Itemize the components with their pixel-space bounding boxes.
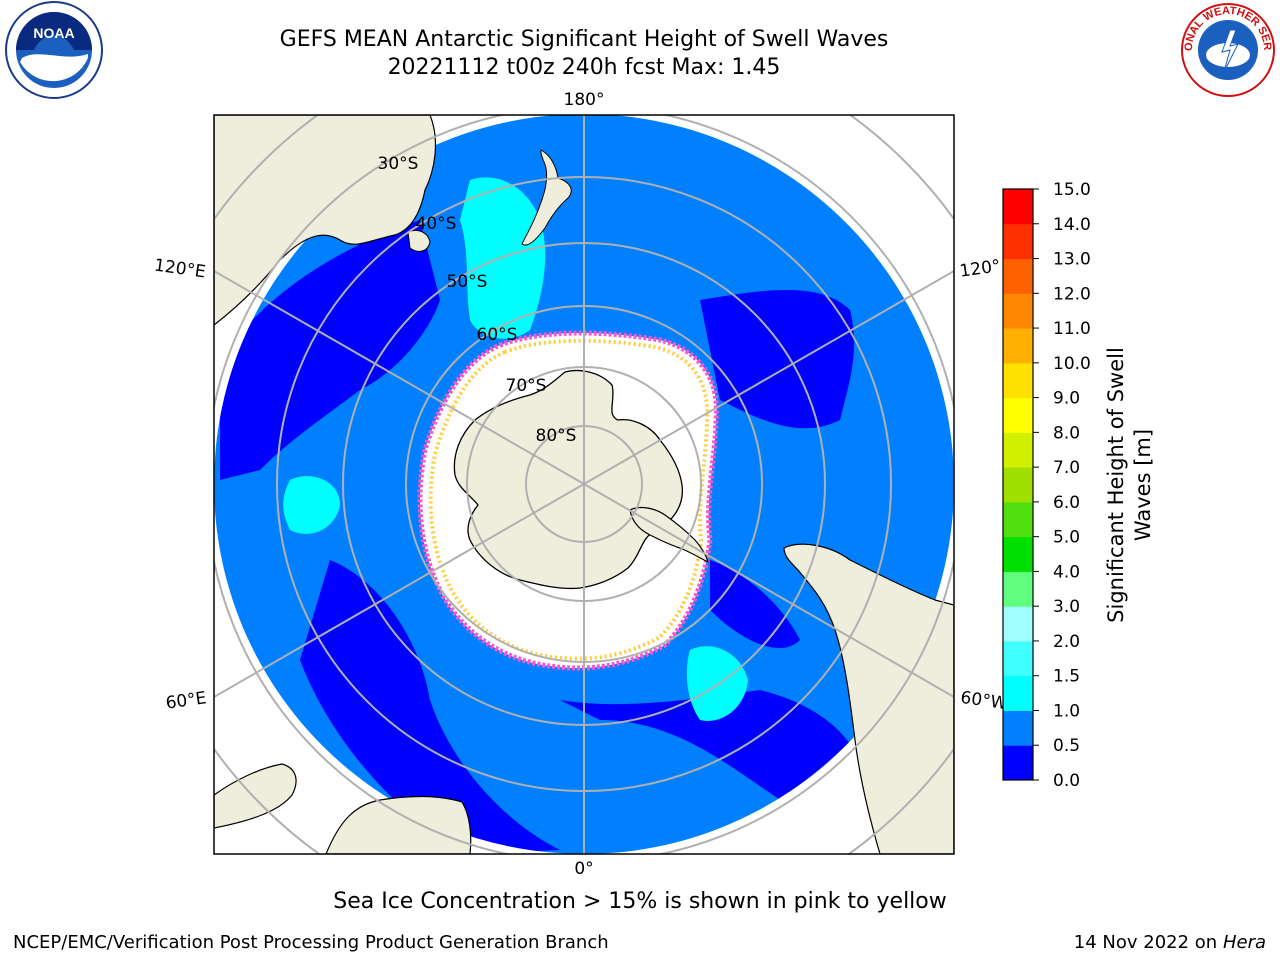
colorbar-tick-label: 15.0	[1053, 180, 1091, 200]
meridian-120e-60w	[214, 270, 585, 485]
lat-label-60s: 60°S	[477, 325, 518, 345]
colorbar-tick-label: 1.0	[1053, 701, 1080, 721]
colorbar-tick-label: 0.0	[1053, 771, 1080, 791]
sea-ice-edge-yellow	[428, 338, 710, 661]
colorbar-segment	[1003, 640, 1033, 677]
swell-patch-cyan-2	[283, 476, 340, 534]
colorbar-segment	[1003, 501, 1033, 538]
land-south-america	[783, 543, 954, 854]
credit-branch: NCEP/EMC/Verification Post Processing Pr…	[13, 932, 609, 953]
title-line1: GEFS MEAN Antarctic Significant Height o…	[279, 27, 889, 52]
colorbar-segment	[1003, 710, 1033, 746]
colorbar-segment	[1003, 258, 1033, 294]
low-swell-region-south	[560, 690, 860, 820]
lat-label-50s: 50°S	[447, 272, 488, 292]
land-tasmania	[407, 229, 431, 252]
colorbar-segments	[1003, 189, 1033, 781]
noaa-logo: NOAA	[4, 0, 104, 100]
land-madagascar	[214, 763, 297, 829]
lat-label-70s: 70°S	[506, 376, 547, 396]
sea-ice-edge-pink	[417, 330, 719, 671]
lat-label-40s: 40°S	[416, 214, 457, 234]
colorbar-segment	[1003, 293, 1033, 329]
credit-date: 14 Nov 2022 on Hera	[1074, 932, 1266, 953]
colorbar-tick-label: 8.0	[1053, 423, 1080, 443]
low-swell-region-west	[220, 220, 440, 480]
noaa-logo-text: NOAA	[33, 25, 74, 41]
colorbar-segment	[1003, 223, 1033, 260]
colorbar-segment	[1003, 536, 1033, 572]
lat-label-80s: 80°S	[536, 426, 577, 446]
colorbar-tick-label: 13.0	[1053, 250, 1091, 270]
colorbar-segment	[1003, 675, 1033, 711]
colorbar-label-line1: Significant Height of Swell	[1104, 347, 1128, 623]
colorbar-tick-label: 1.5	[1053, 667, 1080, 687]
colorbar-tick-label: 0.5	[1053, 736, 1080, 756]
sea-ice-note: Sea Ice Concentration > 15% is shown in …	[333, 889, 947, 914]
colorbar-label-line2: Waves [m]	[1131, 429, 1155, 541]
colorbar-tick-label: 4.0	[1053, 562, 1080, 582]
meridian-60e-120w-b	[583, 270, 954, 485]
title-line2: 20221112 t00z 240h fcst Max: 1.45	[387, 55, 781, 80]
meridian-120e-60w-b	[583, 483, 954, 698]
colorbar-segment	[1003, 745, 1033, 781]
graticule	[214, 115, 954, 854]
colorbar-tick-label: 3.0	[1053, 597, 1080, 617]
colorbar-tick-label: 14.0	[1053, 215, 1091, 235]
colorbar-tick-label: 12.0	[1053, 284, 1091, 304]
colorbar-segment	[1003, 571, 1033, 607]
colorbar-frame	[1002, 188, 1034, 781]
colorbar-tick-label: 11.0	[1053, 319, 1091, 339]
colorbar-ticks: 0.0 0.5 1.0 1.5 2.0 3.0 4.0 5.0 6.0 7.0 8.0 9.0 10.0…	[1033, 180, 1091, 791]
colorbar-segment	[1003, 189, 1033, 225]
nws-logo: NATIONAL WEATHER SERVICE	[1174, 0, 1278, 100]
colorbar-segment	[1003, 397, 1033, 433]
meridian-60e-120w	[214, 483, 585, 698]
colorbar-segment	[1003, 328, 1033, 364]
land-antarctica	[453, 369, 684, 590]
lon-label-0: 0°	[574, 859, 593, 879]
colorbar-tick-label: 7.0	[1053, 458, 1080, 478]
colorbar-tick-label: 10.0	[1053, 354, 1091, 374]
colorbar-tick-label: 2.0	[1053, 632, 1080, 652]
colorbar-segment	[1003, 362, 1033, 399]
colorbar-tick-label: 6.0	[1053, 493, 1080, 513]
credit-date-text: 14 Nov 2022 on	[1073, 932, 1218, 953]
colorbar-segment	[1003, 467, 1033, 503]
lon-label-180: 180°	[564, 90, 605, 110]
land-australia	[214, 115, 436, 326]
colorbar-segment	[1003, 432, 1033, 468]
map-frame	[213, 114, 955, 855]
colorbar-tick-label: 5.0	[1053, 528, 1080, 548]
land-africa	[325, 795, 472, 854]
credit-machine: Hera	[1222, 932, 1266, 953]
colorbar-segment	[1003, 606, 1033, 642]
colorbar-tick-label: 9.0	[1053, 389, 1080, 409]
lat-label-30s: 30°S	[378, 154, 419, 174]
low-swell-region-sw	[300, 560, 560, 854]
land-new-zealand	[521, 149, 572, 246]
